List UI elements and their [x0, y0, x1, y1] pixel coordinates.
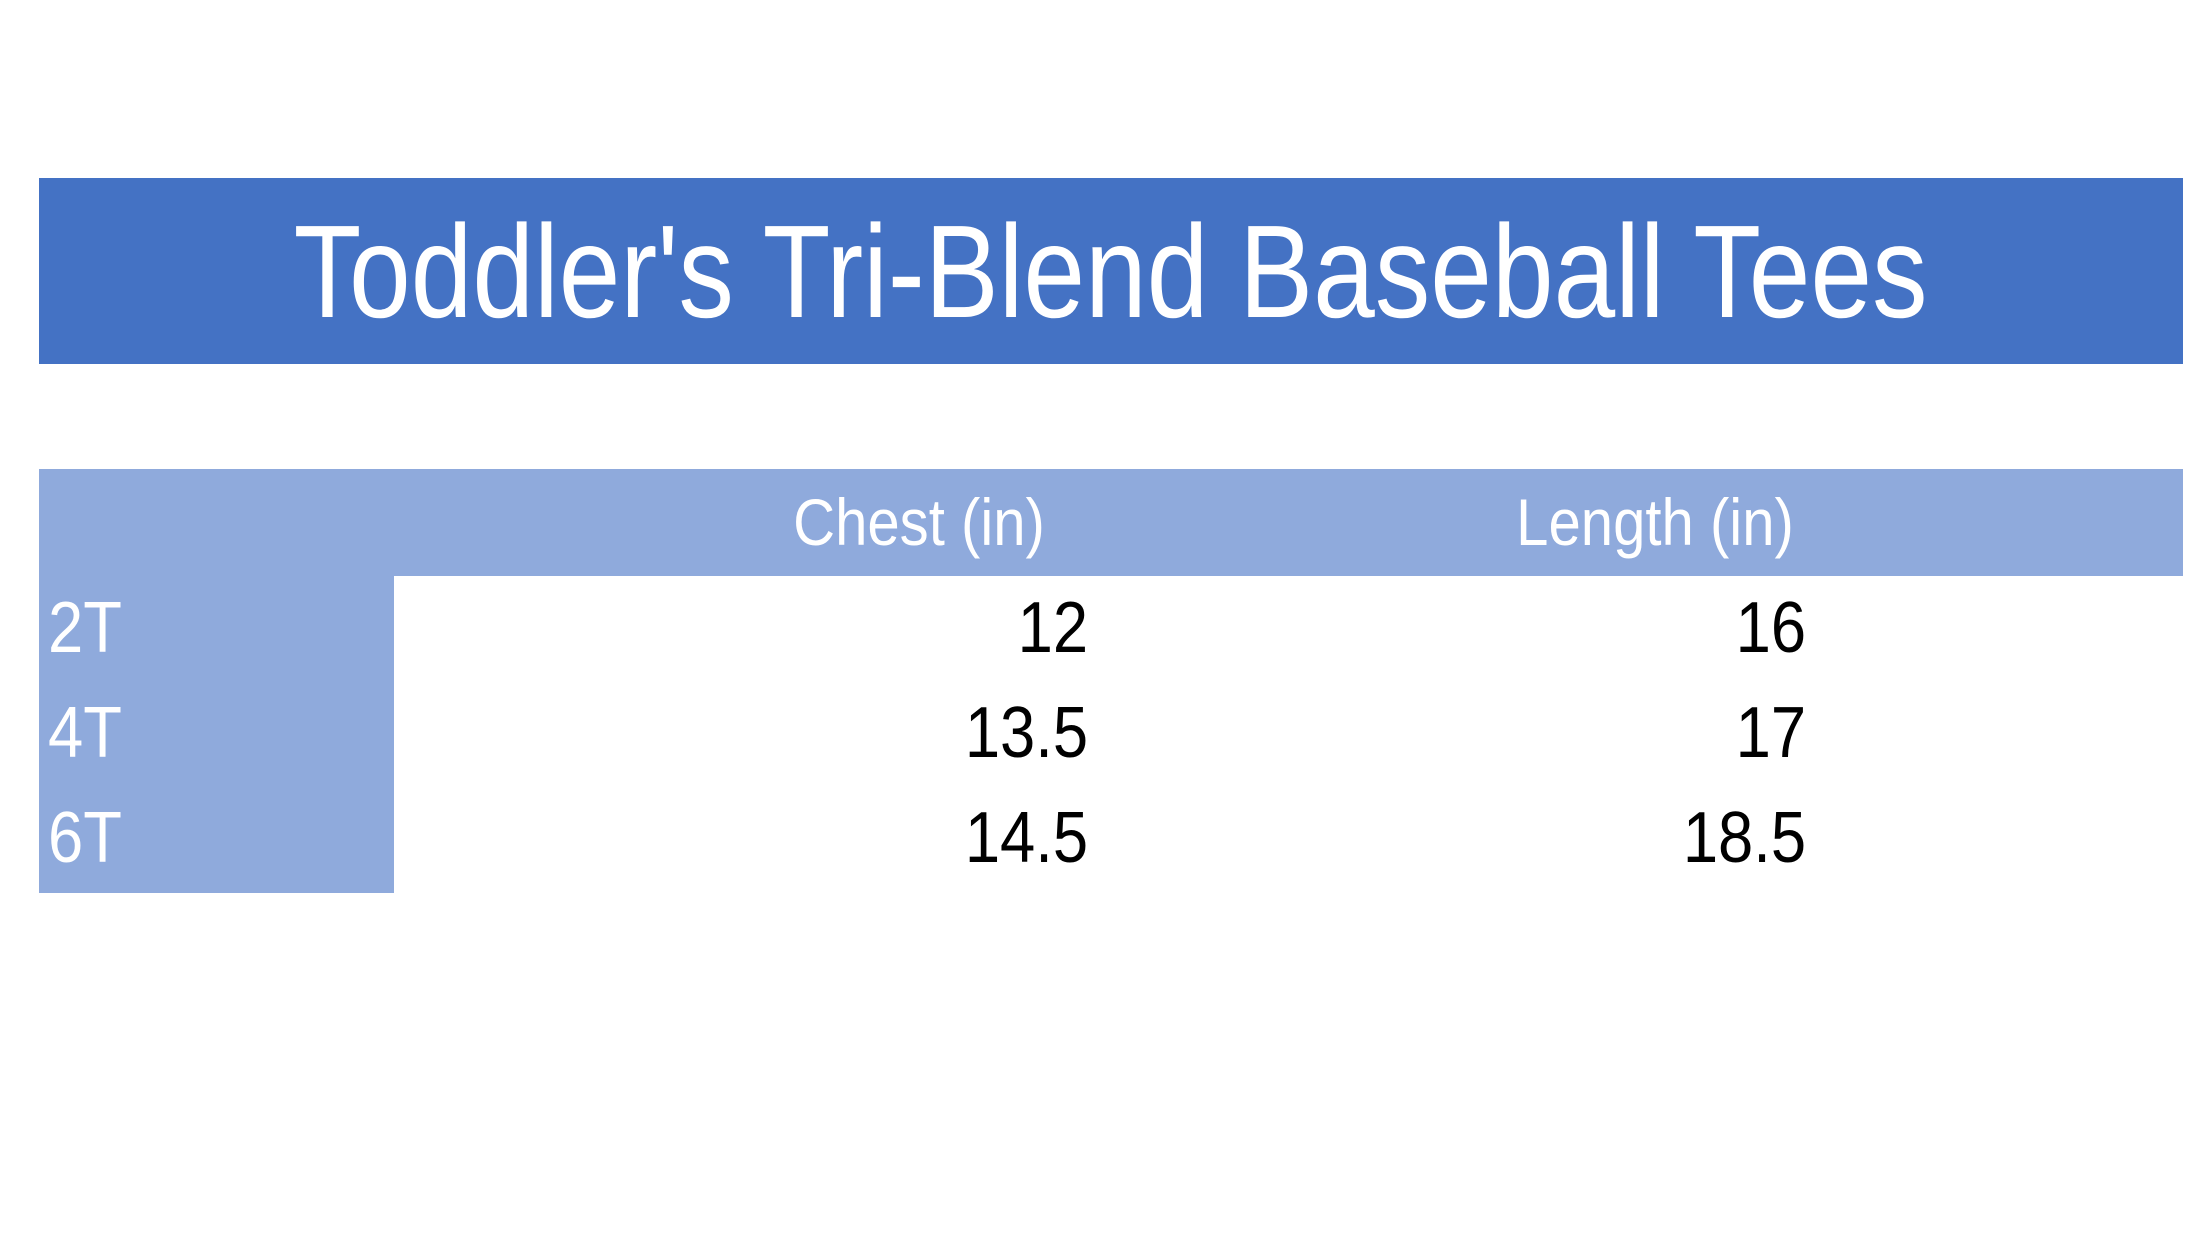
page-title: Toddler's Tri-Blend Baseball Tees [294, 197, 1928, 345]
size-label: 2T [48, 588, 122, 668]
table-row: 4T 13.5 17 [0, 681, 2208, 786]
length-value: 16 [1735, 588, 1806, 668]
size-label: 4T [48, 693, 122, 773]
size-label: 6T [48, 798, 122, 878]
chest-value: 13.5 [964, 693, 1088, 773]
header-length: Length (in) [1516, 485, 1794, 559]
length-value: 17 [1735, 693, 1806, 773]
title-banner: Toddler's Tri-Blend Baseball Tees [39, 178, 2183, 364]
chest-value: 14.5 [964, 798, 1088, 878]
length-value: 18.5 [1682, 798, 1806, 878]
table-row: 2T 12 16 [0, 576, 2208, 681]
table-row: 6T 14.5 18.5 [0, 786, 2208, 891]
table-header-row: Chest (in) Length (in) [39, 469, 2183, 576]
size-column [39, 576, 394, 893]
chest-value: 12 [1017, 588, 1088, 668]
header-chest: Chest (in) [793, 485, 1045, 559]
